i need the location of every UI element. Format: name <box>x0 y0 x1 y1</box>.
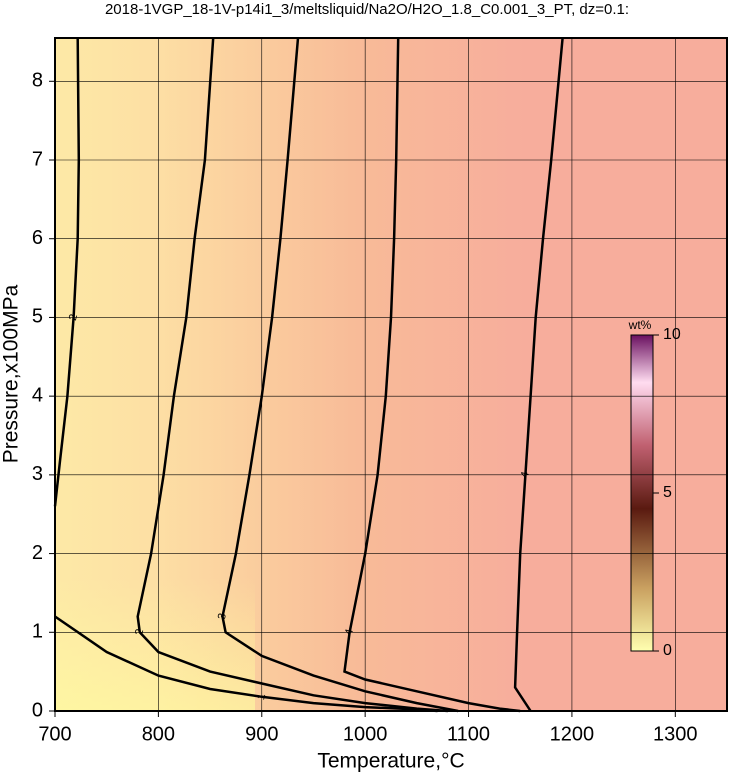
x-tick-label: 900 <box>245 723 278 745</box>
colorbar-tick-label: 10 <box>663 326 681 343</box>
x-tick-label: 1200 <box>550 723 595 745</box>
contour-line <box>136 37 448 713</box>
colorbar-tick-label: 0 <box>663 642 672 659</box>
contour-line <box>221 37 459 713</box>
y-axis-label: Pressure,x100MPa <box>0 284 23 463</box>
y-tick-label: 2 <box>32 542 43 564</box>
chart-title: 2018-1VGP_18-1V-p14i1_3/meltsliquid/Na2O… <box>105 1 629 18</box>
contour-line <box>513 37 564 712</box>
x-tick-label: 1100 <box>447 723 490 745</box>
x-axis-label: Temperature,°C <box>317 750 464 773</box>
colorbar-label: wt% <box>628 318 652 332</box>
y-tick-label: 6 <box>32 227 43 249</box>
plot-shade <box>55 38 255 711</box>
y-tick-label: 0 <box>32 699 43 721</box>
x-tick-label: 1300 <box>653 723 698 745</box>
y-tick-label: 4 <box>32 384 43 406</box>
colorbar-tick-label: 5 <box>663 484 672 501</box>
y-tick-label: 3 <box>32 463 43 485</box>
contour-label: 3 <box>216 612 229 621</box>
contour-line <box>343 37 521 713</box>
y-tick-label: 8 <box>32 70 43 92</box>
y-tick-label: 7 <box>32 148 43 170</box>
y-tick-label: 5 <box>32 306 43 328</box>
y-tick-label: 1 <box>32 621 43 643</box>
x-tick-label: 700 <box>38 723 71 745</box>
x-tick-label: 800 <box>142 723 175 745</box>
plot-frame <box>54 37 728 712</box>
colorbar <box>630 334 654 652</box>
x-tick-label: 1000 <box>343 723 388 745</box>
